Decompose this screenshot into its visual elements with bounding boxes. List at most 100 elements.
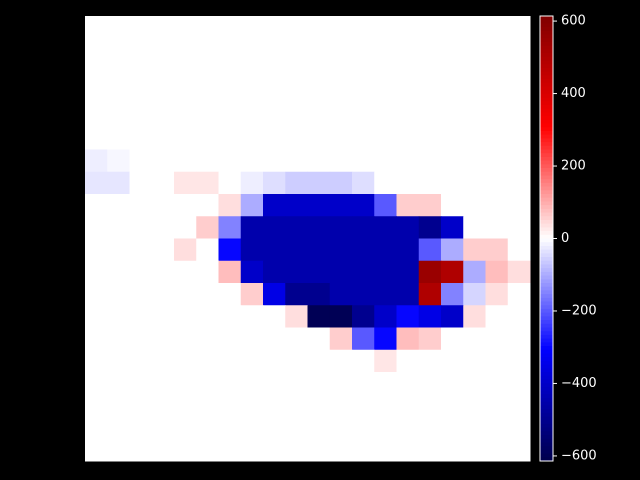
- heat-cell: [441, 105, 464, 128]
- heat-cell: [263, 394, 286, 417]
- heat-cell: [107, 283, 130, 306]
- heat-cell: [507, 416, 531, 440]
- heat-cell: [507, 149, 531, 173]
- heat-cell: [396, 238, 420, 262]
- heat-cell: [218, 283, 242, 306]
- heat-cell: [507, 216, 531, 239]
- heat-cell: [307, 327, 331, 351]
- heat-cell: [329, 394, 353, 417]
- heat-cell: [441, 260, 464, 284]
- heat-cell: [129, 16, 153, 39]
- heat-cell: [285, 194, 308, 217]
- colorbar-segment: [540, 431, 553, 436]
- colorbar-segment: [540, 227, 553, 232]
- heat-cell: [441, 238, 464, 262]
- heat-cell: [352, 260, 375, 284]
- heat-cell: [441, 216, 464, 239]
- heat-cell: [151, 149, 175, 173]
- heat-cell: [307, 349, 331, 373]
- heat-cell: [85, 327, 108, 351]
- colorbar-segment: [540, 297, 553, 303]
- colorbar-segment: [540, 56, 553, 61]
- heat-cell: [240, 394, 264, 417]
- heat-cell: [374, 283, 397, 306]
- colorbar-segment: [540, 134, 553, 139]
- heat-cell: [107, 105, 130, 128]
- heat-cell: [418, 105, 442, 128]
- colorbar-segment: [540, 105, 553, 110]
- colorbar-segment: [540, 231, 553, 236]
- heat-cell: [485, 372, 509, 395]
- heat-cell: [263, 283, 286, 306]
- heat-cell: [418, 149, 442, 173]
- heat-cell: [174, 394, 197, 417]
- colorbar-segment: [540, 30, 553, 36]
- heat-cell: [329, 127, 353, 150]
- heat-cell: [485, 105, 509, 128]
- heat-cell: [329, 38, 353, 61]
- colorbar-segment: [540, 168, 553, 173]
- heat-cell: [240, 349, 264, 373]
- heat-cell: [463, 349, 486, 373]
- heat-cell: [196, 349, 219, 373]
- heat-cell: [85, 127, 108, 150]
- heat-cell: [374, 438, 397, 462]
- colorbar-segment: [540, 327, 553, 332]
- heat-cell: [263, 438, 286, 462]
- heat-cell: [352, 349, 375, 373]
- heat-cell: [374, 238, 397, 262]
- heat-cell: [396, 349, 420, 373]
- colorbar-segment: [540, 353, 553, 358]
- colorbar-segment: [540, 60, 553, 65]
- heat-cell: [418, 394, 442, 417]
- heat-cell: [240, 283, 264, 306]
- colorbar-segment: [540, 149, 553, 154]
- heat-cell: [85, 349, 108, 373]
- heat-cell: [418, 16, 442, 39]
- colorbar-segment: [540, 375, 553, 380]
- heat-cell: [418, 305, 442, 328]
- heat-cell: [396, 60, 420, 84]
- colorbar-segment: [540, 264, 553, 269]
- colorbar-segment: [540, 153, 553, 158]
- heat-cell: [174, 105, 197, 128]
- heat-cell: [85, 60, 108, 84]
- heat-cell: [240, 127, 264, 150]
- colorbar-segment: [540, 268, 553, 273]
- heat-cell: [285, 438, 308, 462]
- colorbar-segment: [540, 323, 553, 328]
- colorbar-tick-label: 0: [561, 231, 569, 246]
- heat-cell: [374, 416, 397, 440]
- heat-cell: [418, 60, 442, 84]
- heat-cell: [507, 171, 531, 195]
- colorbar-segment: [540, 405, 553, 410]
- heat-cell: [396, 38, 420, 61]
- heat-cell: [196, 238, 219, 262]
- heat-cell: [374, 60, 397, 84]
- heat-cell: [129, 305, 153, 328]
- heat-cell: [329, 438, 353, 462]
- heat-cell: [329, 16, 353, 39]
- heat-cell: [396, 327, 420, 351]
- heat-cell: [352, 305, 375, 328]
- heat-cell: [507, 82, 531, 106]
- heat-cell: [85, 305, 108, 328]
- heat-cell: [129, 38, 153, 61]
- heat-cell: [352, 16, 375, 39]
- colorbar-segment: [540, 208, 553, 214]
- heat-cell: [374, 372, 397, 395]
- colorbar-segment: [540, 216, 553, 221]
- heat-cell: [129, 349, 153, 373]
- heat-cell: [107, 127, 130, 150]
- heat-cell: [263, 60, 286, 84]
- colorbar-segment: [540, 108, 553, 113]
- heat-cell: [196, 38, 219, 61]
- heat-cell: [218, 194, 242, 217]
- heat-cell: [218, 305, 242, 328]
- colorbar-segment: [540, 279, 553, 284]
- heat-cell: [418, 327, 442, 351]
- heat-cell: [485, 416, 509, 440]
- heat-cell: [240, 216, 264, 239]
- heat-cell: [418, 38, 442, 61]
- heat-cell: [218, 82, 242, 106]
